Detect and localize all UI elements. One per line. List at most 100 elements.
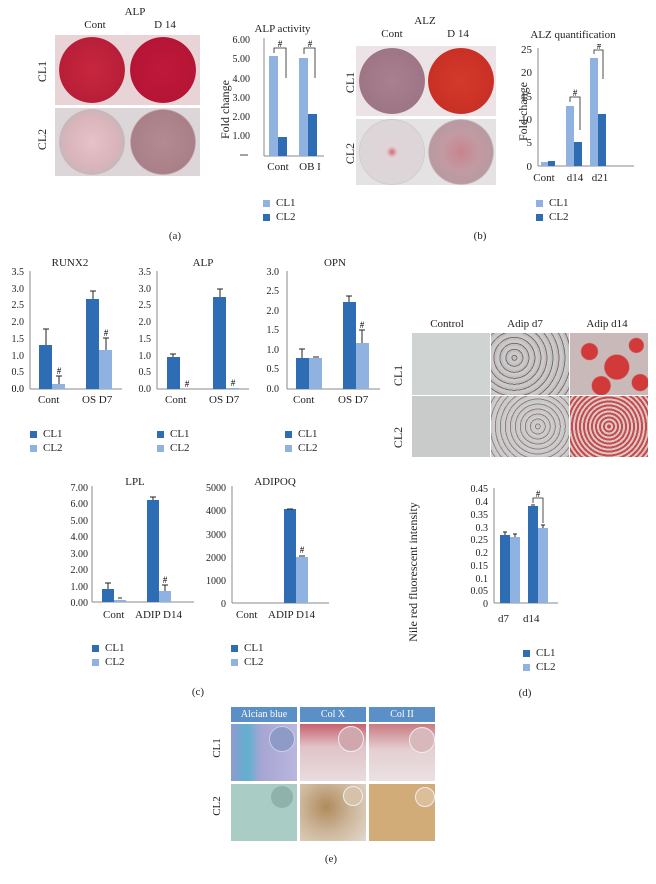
legend-adipoq: CL1 CL2 [231, 641, 264, 669]
svg-text:7.00: 7.00 [71, 484, 89, 494]
xtick-alp-cont: Cont [165, 394, 187, 406]
photo-adipd14-cl1 [570, 333, 648, 395]
photo-adipd14-cl2 [570, 396, 648, 457]
svg-text:#: # [163, 575, 168, 585]
alz-photo-cl2 [356, 119, 496, 185]
svg-text:4000: 4000 [206, 506, 226, 517]
svg-text:#: # [104, 328, 109, 338]
xtick-nile-d7: d7 [498, 613, 509, 625]
svg-text:0.3: 0.3 [476, 523, 489, 534]
svg-text:25: 25 [521, 44, 533, 56]
svg-text:#: # [278, 39, 283, 49]
legend-swatch-icon [92, 658, 99, 666]
svg-text:2.0: 2.0 [139, 317, 152, 328]
legend-swatch-icon [263, 213, 270, 221]
svg-text:2.0: 2.0 [12, 317, 25, 328]
col-label-cont: Cont [381, 28, 403, 40]
svg-text:#: # [185, 379, 190, 389]
legend-swatch-icon [536, 199, 543, 207]
photo-colii-cl1 [369, 724, 435, 781]
col-header-col-ii: Col II [369, 707, 435, 722]
legend-nile-red: CL1 CL2 [523, 646, 556, 674]
svg-text:3.00: 3.00 [233, 93, 251, 104]
alp-photo-cl2 [55, 108, 200, 176]
legend-swatch-icon [263, 199, 270, 207]
svg-text:1.5: 1.5 [12, 334, 25, 345]
legend-swatch-icon [523, 663, 530, 671]
photo-alcian-cl2 [231, 784, 297, 841]
col-label-d14: D 14 [447, 28, 469, 40]
svg-text:0.2: 0.2 [476, 548, 489, 559]
svg-text:20: 20 [521, 67, 533, 79]
row-label-cl1: CL1 [391, 364, 406, 387]
alz-photo-cl1 [356, 46, 496, 116]
svg-text:1.5: 1.5 [139, 334, 152, 345]
svg-text:0: 0 [483, 599, 488, 610]
svg-text:3.0: 3.0 [267, 268, 280, 278]
svg-text:2.00: 2.00 [71, 565, 89, 576]
chart-title-runx2: RUNX2 [51, 257, 89, 269]
legend-swatch-icon [157, 444, 164, 452]
svg-text:3.00: 3.00 [71, 549, 89, 560]
panel-label-a: (a) [168, 230, 182, 242]
chart-title-alz-quantification: ALZ quantification [530, 29, 616, 41]
col-label-adip-d7: Adip d7 [507, 318, 543, 330]
svg-text:0.35: 0.35 [471, 510, 489, 521]
svg-text:1.0: 1.0 [139, 351, 152, 362]
row-label-cl2: CL2 [35, 128, 50, 151]
svg-text:OB I: OB I [299, 161, 321, 173]
panel-label-c: (c) [191, 686, 205, 698]
svg-text:0.5: 0.5 [267, 364, 280, 375]
svg-text:1.0: 1.0 [267, 345, 280, 356]
chart-opn: 3.0 2.5 2.0 1.5 1.0 0.5 0.0 # [267, 268, 380, 395]
svg-text:#: # [57, 366, 62, 376]
xtick-nile-d14: d14 [523, 613, 540, 625]
svg-text:#: # [573, 88, 578, 98]
svg-text:2.5: 2.5 [267, 286, 280, 297]
svg-text:4.00: 4.00 [71, 532, 89, 543]
legend-swatch-icon [231, 658, 238, 666]
svg-text:6.00: 6.00 [233, 36, 251, 46]
row-label-cl2: CL2 [210, 796, 223, 816]
chart-alp: 3.5 3.0 2.5 2.0 1.5 1.0 0.5 0.0 # # [139, 268, 249, 395]
svg-text:0.00: 0.00 [71, 598, 89, 609]
legend-swatch-icon [30, 444, 37, 452]
svg-text:1.5: 1.5 [267, 325, 280, 336]
svg-text:3.5: 3.5 [12, 268, 25, 278]
svg-text:5.00: 5.00 [233, 54, 251, 65]
legend-swatch-icon [30, 430, 37, 438]
row-label-cl1: CL1 [210, 738, 223, 758]
photo-alcian-cl1 [231, 724, 297, 781]
legend-swatch-icon [285, 430, 292, 438]
alz-stain-title: ALZ [414, 15, 436, 27]
svg-text:0.15: 0.15 [471, 561, 489, 572]
svg-text:0: 0 [221, 599, 226, 609]
legend-swatch-icon [536, 213, 543, 221]
chart-title-opn: OPN [323, 257, 346, 269]
svg-text:0: 0 [527, 161, 533, 173]
xtick-lpl-adipd14: ADIP D14 [135, 609, 182, 621]
col-label-d14: D 14 [154, 19, 176, 31]
svg-text:6.00: 6.00 [71, 499, 89, 510]
svg-text:0.5: 0.5 [139, 367, 152, 378]
xtick-runx2-osd7: OS D7 [82, 394, 113, 406]
xtick-runx2-cont: Cont [38, 394, 60, 406]
svg-text:Cont: Cont [533, 172, 554, 184]
legend-swatch-icon [157, 430, 164, 438]
legend-swatch-icon [285, 444, 292, 452]
photo-colx-cl2 [300, 784, 366, 841]
panel-label-b: (b) [473, 230, 487, 242]
chart-alp-activity: 6.00 5.00 4.00 3.00 2.00 1.00 # # Cont OB I [233, 36, 324, 173]
xtick-adipoq-adipd14: ADIP D14 [268, 609, 315, 621]
svg-text:0.4: 0.4 [476, 497, 489, 508]
photo-adipd7-cl1 [491, 333, 569, 395]
xtick-alp-osd7: OS D7 [209, 394, 240, 406]
svg-text:0.1: 0.1 [476, 574, 489, 585]
svg-text:#: # [300, 545, 305, 555]
svg-text:1.00: 1.00 [233, 131, 251, 142]
svg-text:5.00: 5.00 [71, 516, 89, 527]
svg-text:2.0: 2.0 [267, 306, 280, 317]
photo-adipd7-cl2 [491, 396, 569, 457]
xtick-adipoq-cont: Cont [236, 609, 258, 621]
legend-runx2: CL1 CL2 [30, 427, 63, 455]
